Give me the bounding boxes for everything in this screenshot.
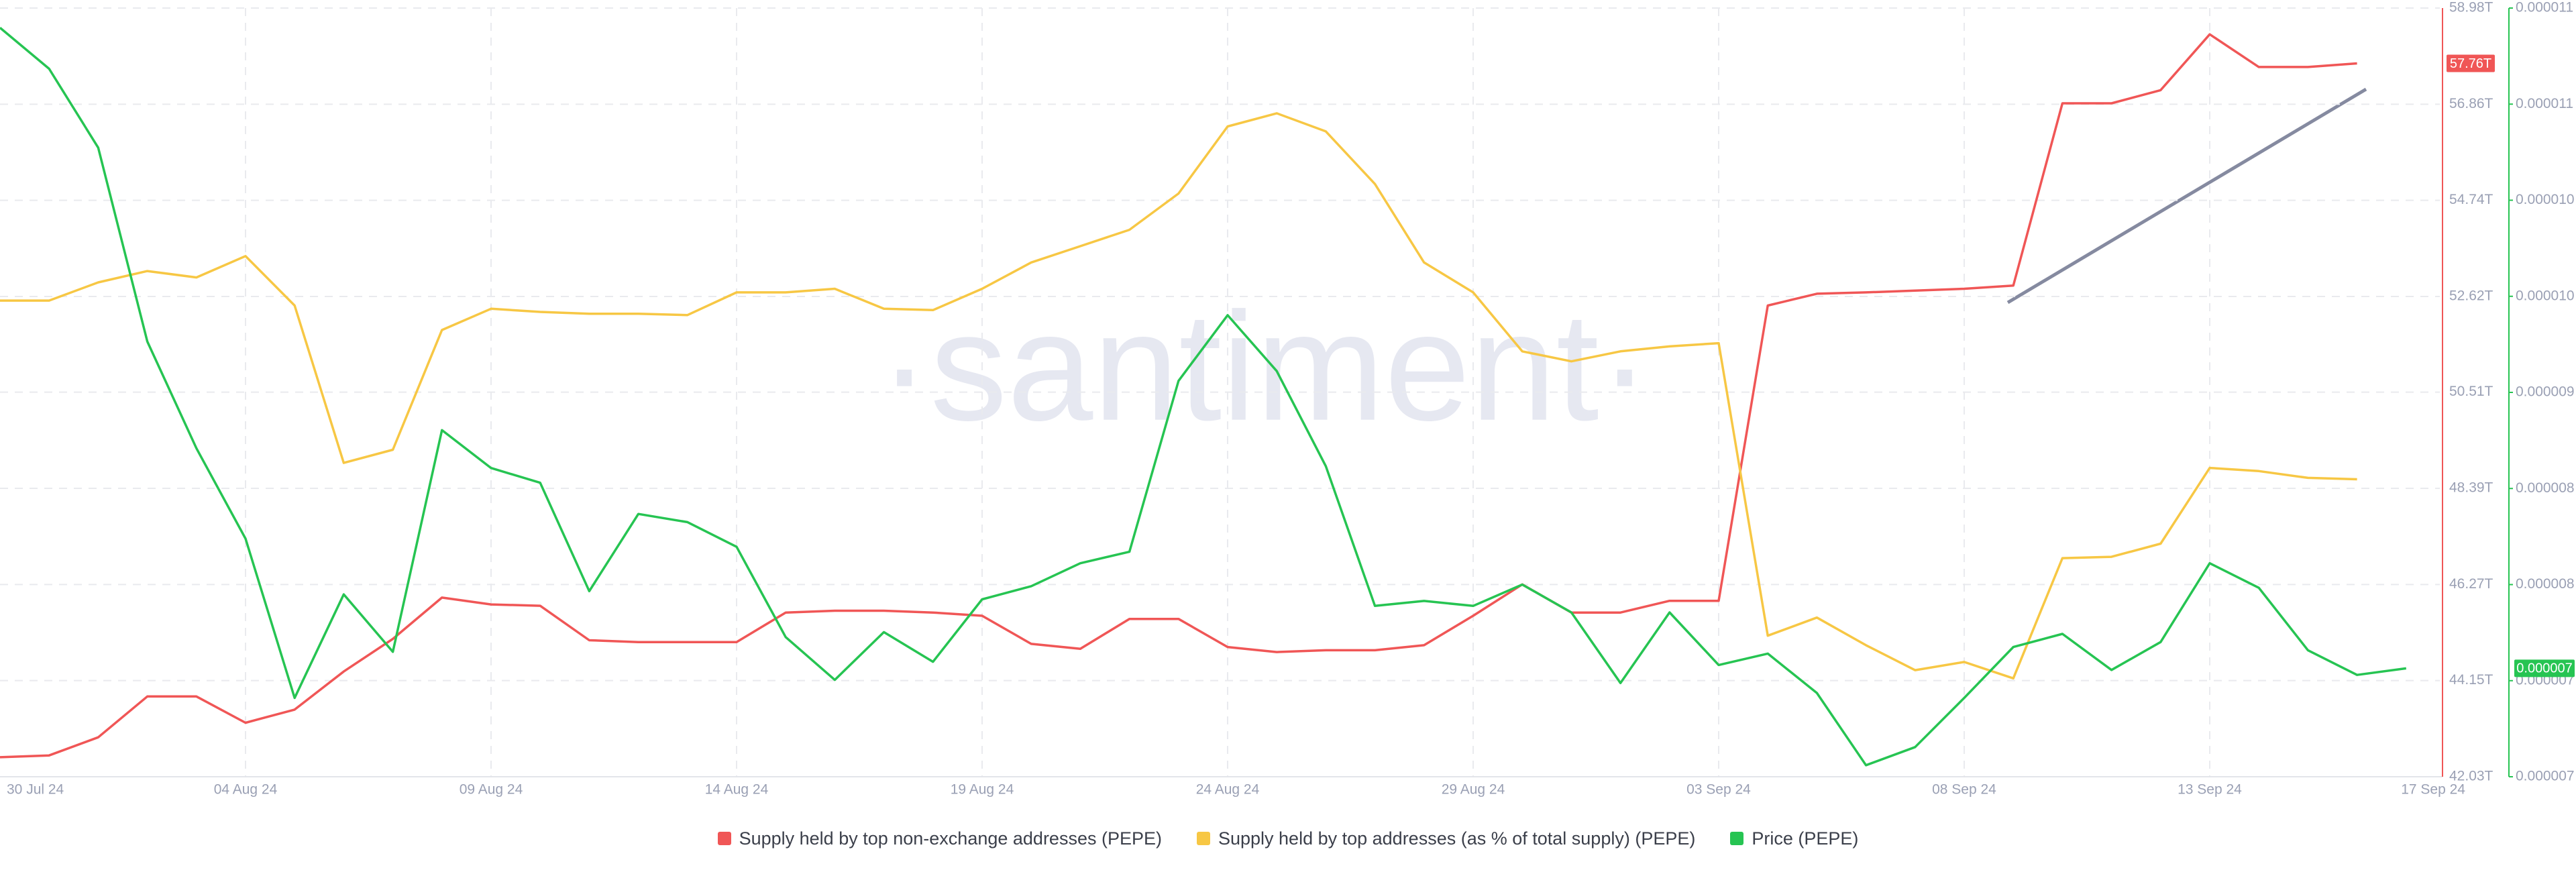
legend-label: Price (PEPE) [1752, 828, 1859, 849]
series-line [0, 27, 2407, 767]
x-tick-label: 29 Aug 24 [1442, 782, 1505, 798]
x-tick-label: 17 Sep 24 [2401, 782, 2465, 798]
y2-tick-label: 0.000010 [2516, 192, 2575, 207]
legend-item[interactable]: Supply held by top addresses (as % of to… [1196, 828, 1696, 849]
y-tick-label: 56.86T [2449, 96, 2493, 111]
y-tick-label: 48.39T [2449, 480, 2493, 496]
chart: ·santiment· 42.03T 44.15T 46.27T 48.39T 50.5… [0, 0, 2575, 798]
x-tick-label: 30 Jul 24 [7, 782, 64, 798]
x-tick-label: 24 Aug 24 [1196, 782, 1260, 798]
value-label-bg [2447, 54, 2495, 72]
y2-tick-label: 0.000008 [2516, 576, 2575, 592]
x-tick-label: 09 Aug 24 [460, 782, 523, 798]
y-tick-label: 46.27T [2449, 576, 2493, 592]
legend-swatch [1730, 832, 1744, 845]
value-label: 57.76T [2450, 56, 2491, 71]
y-tick-label: 52.62T [2449, 288, 2493, 304]
x-tick-label: 14 Aug 24 [705, 782, 769, 798]
y-tick-label: 42.03T [2449, 769, 2493, 784]
x-tick-label: 08 Sep 24 [1932, 782, 1996, 798]
value-label-bg [2514, 659, 2575, 677]
y2-tick-label: 0.000011 [2516, 0, 2573, 15]
y2-tick-label: 0.000007 [2516, 769, 2575, 784]
y2-tick-label: 0.000009 [2516, 384, 2575, 400]
legend-item[interactable]: Price (PEPE) [1730, 828, 1858, 849]
legend-item[interactable]: Supply held by top non-exchange addresse… [717, 828, 1162, 849]
x-tick-label: 13 Sep 24 [2178, 782, 2242, 798]
y2-tick-label: 0.000008 [2516, 480, 2575, 496]
legend-swatch [1196, 832, 1210, 845]
x-tick-label: 03 Sep 24 [1686, 782, 1751, 798]
y-tick-label: 50.51T [2449, 384, 2493, 399]
legend-swatch [717, 832, 731, 845]
x-tick-label: 04 Aug 24 [214, 782, 278, 798]
y-tick-label: 54.74T [2449, 192, 2493, 207]
series-line [0, 112, 2357, 680]
y-tick-label: 44.15T [2449, 672, 2493, 688]
x-tick-label: 19 Aug 24 [951, 782, 1014, 798]
legend-label: Supply held by top non-exchange addresse… [739, 828, 1162, 849]
value-label: 0.000007 [2516, 661, 2572, 676]
y2-tick-label: 0.000011 [2516, 96, 2573, 111]
series-line [0, 33, 2357, 759]
legend-label: Supply held by top addresses (as % of to… [1218, 828, 1696, 849]
y2-tick-label: 0.000010 [2516, 288, 2575, 303]
legend: Supply held by top non-exchange addresse… [0, 820, 2576, 857]
watermark: ·santiment· [879, 280, 1650, 453]
y-tick-label: 58.98T [2449, 0, 2493, 15]
trend-line [2006, 87, 2367, 305]
